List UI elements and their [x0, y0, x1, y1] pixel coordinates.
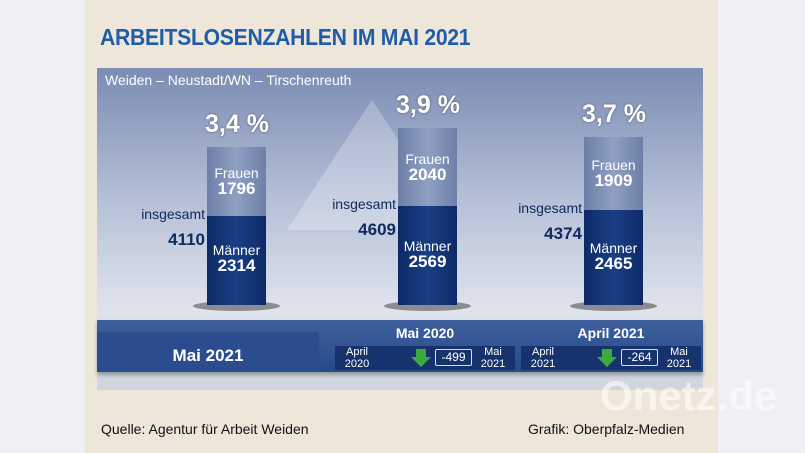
source-note: Quelle: Agentur für Arbeit Weiden [101, 421, 309, 437]
bar-2 [584, 136, 643, 305]
maenner-title: Männer [403, 237, 452, 254]
bar-1 [398, 127, 457, 305]
watermark-logo: Onetz.de [600, 372, 778, 419]
frauen-value: 1909 [594, 171, 633, 191]
comparison-from: April 2020 [344, 346, 370, 370]
arrow-down-icon [597, 349, 617, 367]
bar-base [193, 301, 280, 311]
region-label: Weiden – Neustadt/WN – Tirschenreuth [105, 72, 352, 88]
comparison-head: April 2021 [577, 325, 645, 341]
frauen-label: Frauen 1796 [207, 165, 266, 197]
frauen-title: Frauen [214, 165, 259, 182]
rate-label: 3,7 % [582, 99, 646, 128]
comparison-change: -264 [621, 349, 658, 366]
frauen-value: 2040 [408, 164, 447, 184]
total-title: insgesamt [332, 196, 396, 213]
maenner-label: Männer 2314 [207, 242, 266, 274]
bar-segment-frauen [584, 136, 643, 211]
frauen-title: Frauen [591, 157, 636, 174]
maenner-label: Männer 2569 [398, 238, 457, 270]
bar-segment-frauen [207, 146, 266, 216]
bar-0 [207, 146, 266, 305]
rate-label: 3,4 % [205, 109, 269, 138]
comparison-to: Mai 2021 [666, 346, 692, 370]
bar-base [384, 301, 471, 311]
total-label: insgesamt 4374 [502, 200, 582, 244]
total-title: insgesamt [141, 205, 205, 222]
comparison-from: April 2021 [530, 346, 556, 370]
current-period-label: Mai 2021 [97, 332, 319, 372]
total-value: 4374 [544, 224, 582, 244]
maenner-value: 2465 [594, 253, 633, 273]
arrow-down-icon [411, 349, 431, 367]
bar-segment-maenner [398, 206, 457, 305]
frauen-value: 1796 [217, 179, 256, 199]
bar-base [570, 301, 657, 311]
comparison-previous-year: Mai 2020 April 2020 -499 Mai 2021 [335, 322, 515, 370]
maenner-title: Männer [212, 242, 261, 259]
bar-segment-maenner [584, 210, 643, 305]
maenner-label: Männer 2465 [584, 240, 643, 272]
comparison-to: Mai 2021 [480, 346, 506, 370]
maenner-title: Männer [589, 239, 638, 256]
frauen-title: Frauen [405, 150, 450, 167]
credit-note: Grafik: Oberpfalz-Medien [528, 421, 685, 437]
maenner-value: 2569 [408, 251, 447, 271]
comparison-head: Mai 2020 [395, 325, 455, 341]
frauen-label: Frauen 1909 [584, 157, 643, 189]
bar-segment-frauen [398, 127, 457, 207]
comparison-previous-month: April 2021 April 2021 -264 Mai 2021 [521, 322, 701, 370]
chart-title: ARBEITSLOSENZAHLEN IM MAI 2021 [100, 24, 471, 50]
total-value: 4110 [168, 229, 205, 249]
frauen-label: Frauen 2040 [398, 151, 457, 183]
rate-label: 3,9 % [396, 90, 460, 119]
total-value: 4609 [358, 220, 396, 240]
comparison-change: -499 [435, 349, 472, 366]
maenner-value: 2314 [217, 256, 256, 276]
total-label: insgesamt 4609 [316, 196, 396, 240]
total-title: insgesamt [518, 200, 582, 217]
bar-segment-maenner [207, 215, 266, 305]
total-label: insgesamt 4110 [125, 206, 205, 250]
